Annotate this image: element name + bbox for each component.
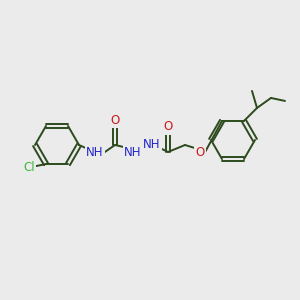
Text: O: O bbox=[195, 146, 205, 158]
Text: O: O bbox=[164, 121, 172, 134]
Text: NH: NH bbox=[86, 146, 104, 158]
Text: NH: NH bbox=[143, 139, 161, 152]
Text: NH: NH bbox=[124, 146, 142, 158]
Text: Cl: Cl bbox=[23, 160, 35, 174]
Text: O: O bbox=[110, 113, 120, 127]
